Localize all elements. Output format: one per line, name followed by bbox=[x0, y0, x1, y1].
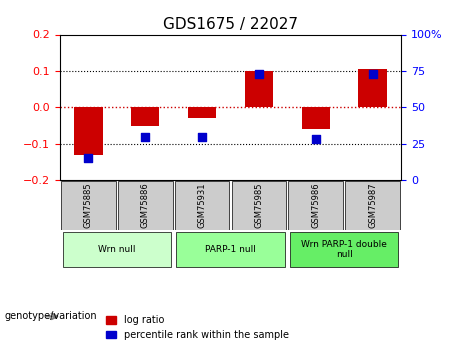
Point bbox=[312, 137, 319, 142]
Point bbox=[198, 134, 206, 139]
Point bbox=[369, 71, 376, 77]
Text: GSM75987: GSM75987 bbox=[368, 183, 377, 228]
Title: GDS1675 / 22027: GDS1675 / 22027 bbox=[163, 17, 298, 32]
FancyBboxPatch shape bbox=[289, 181, 343, 230]
FancyBboxPatch shape bbox=[118, 181, 172, 230]
Bar bbox=[301, 107, 330, 129]
FancyBboxPatch shape bbox=[231, 181, 286, 230]
Point bbox=[85, 156, 92, 161]
Point bbox=[142, 134, 149, 139]
Text: Wrn PARP-1 double
null: Wrn PARP-1 double null bbox=[301, 240, 387, 259]
Text: Wrn null: Wrn null bbox=[98, 245, 136, 254]
Bar bbox=[188, 107, 216, 118]
FancyBboxPatch shape bbox=[175, 181, 230, 230]
Text: GSM75931: GSM75931 bbox=[198, 183, 207, 228]
FancyBboxPatch shape bbox=[177, 232, 284, 267]
Bar bbox=[358, 69, 387, 107]
FancyBboxPatch shape bbox=[63, 232, 171, 267]
Bar bbox=[245, 71, 273, 107]
Bar bbox=[131, 107, 160, 126]
Text: genotype/variation: genotype/variation bbox=[5, 311, 97, 321]
Text: GSM75986: GSM75986 bbox=[311, 183, 320, 228]
Text: GSM75886: GSM75886 bbox=[141, 183, 150, 228]
Bar bbox=[74, 107, 102, 155]
Text: GSM75885: GSM75885 bbox=[84, 183, 93, 228]
Point bbox=[255, 71, 263, 77]
FancyBboxPatch shape bbox=[290, 232, 398, 267]
Text: PARP-1 null: PARP-1 null bbox=[205, 245, 256, 254]
Text: GSM75985: GSM75985 bbox=[254, 183, 263, 228]
FancyBboxPatch shape bbox=[345, 181, 400, 230]
Legend: log ratio, percentile rank within the sample: log ratio, percentile rank within the sa… bbox=[106, 315, 289, 340]
FancyBboxPatch shape bbox=[61, 181, 116, 230]
